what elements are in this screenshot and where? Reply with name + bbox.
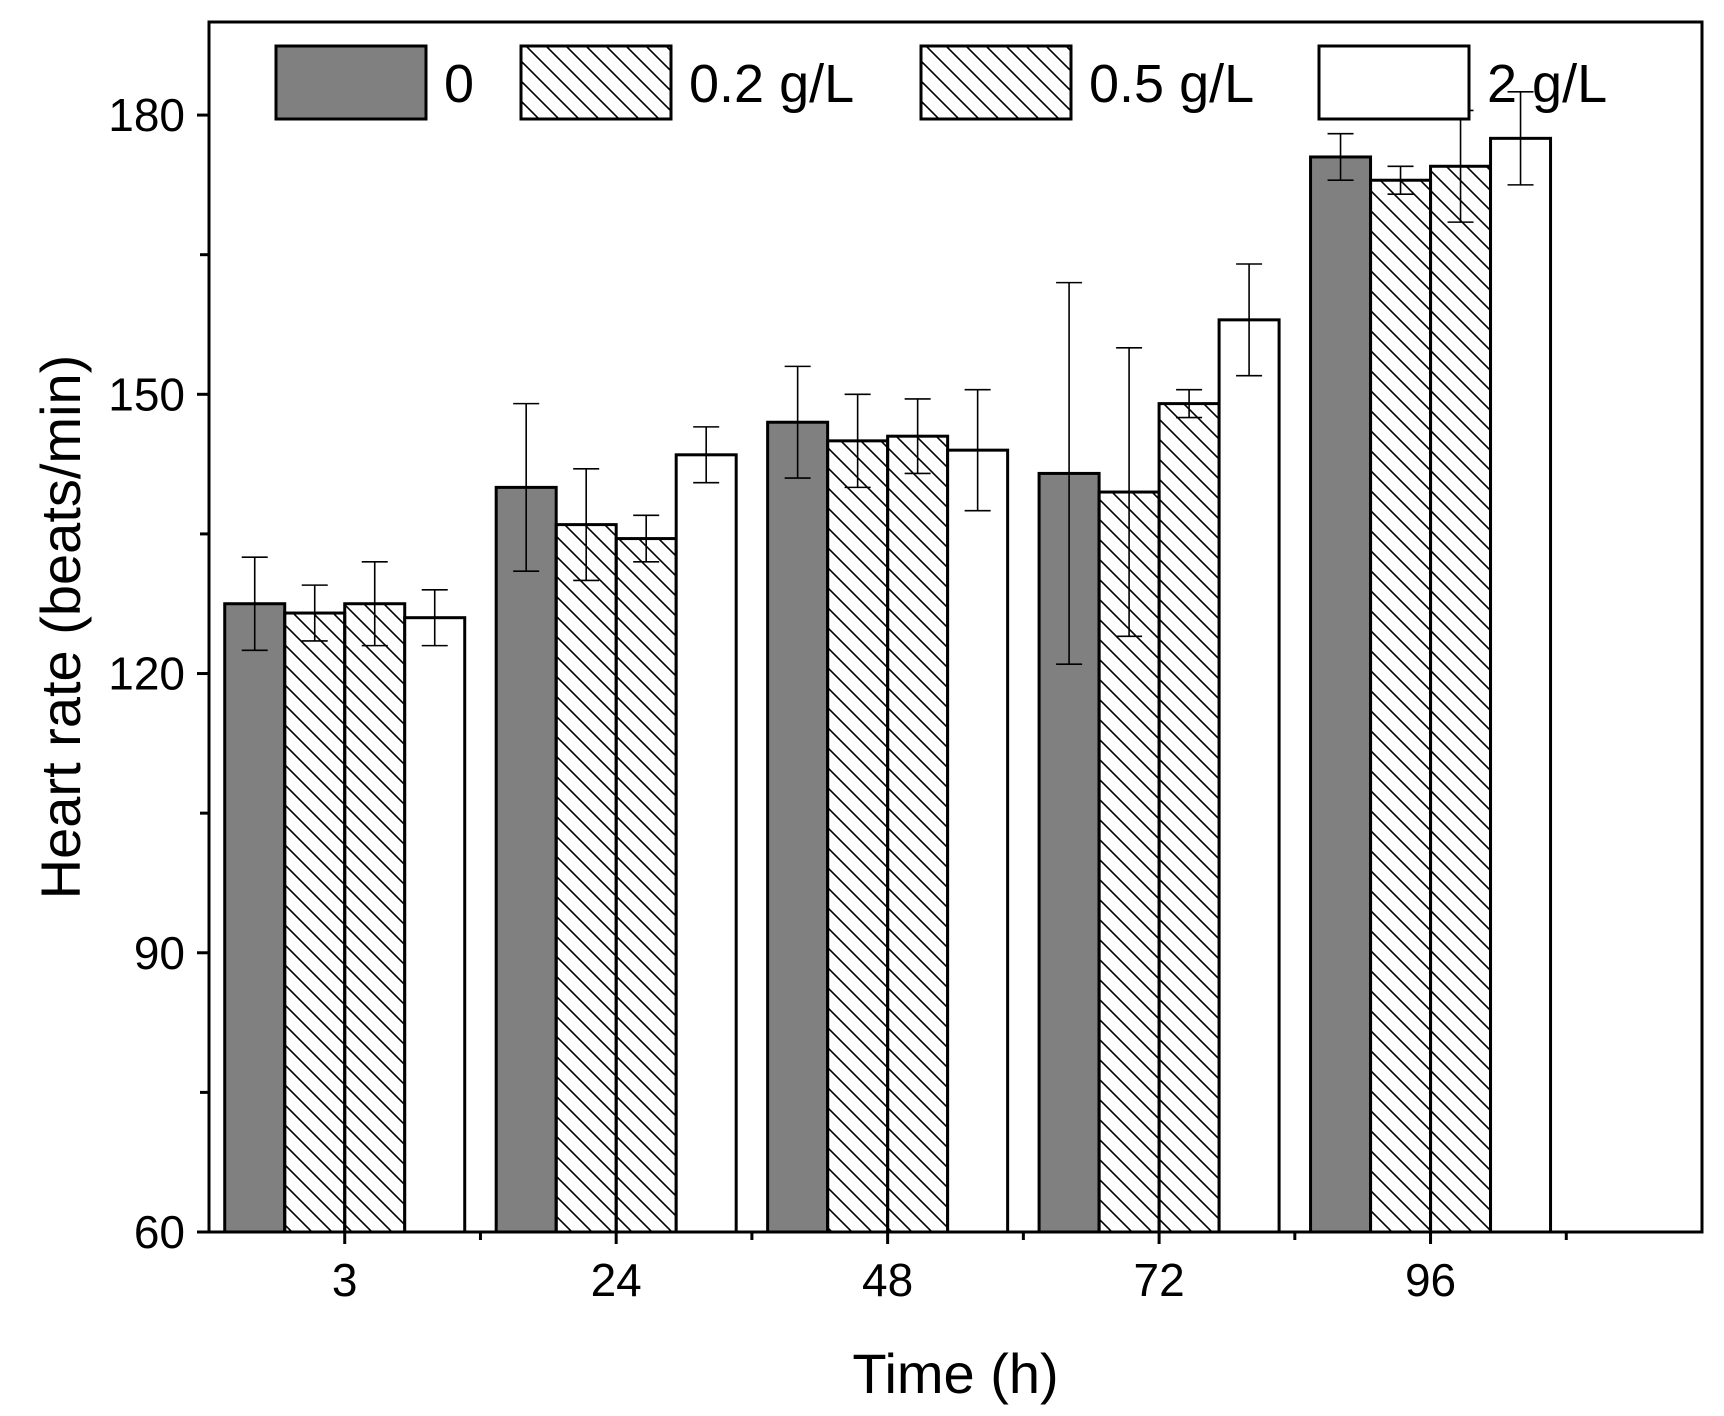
x-tick-label: 3 <box>332 1254 358 1306</box>
x-tick-label: 96 <box>1405 1254 1456 1306</box>
legend-swatch-series-3 <box>1317 44 1471 121</box>
bar-t3-series-1 <box>283 611 347 1234</box>
bar-t48-series-0 <box>766 420 830 1234</box>
y-tick-label: 180 <box>108 89 185 141</box>
x-tick-label: 48 <box>862 1254 913 1306</box>
bar-t96-series-2 <box>1429 164 1493 1234</box>
bar-t96-series-1 <box>1369 178 1433 1234</box>
bar-t24-series-3 <box>674 453 738 1234</box>
bar-t3-series-0 <box>223 602 287 1234</box>
legend-label-series-1: 0.2 g/L <box>689 54 854 114</box>
y-tick-label: 150 <box>108 368 185 420</box>
x-tick-label: 24 <box>591 1254 642 1306</box>
y-axis-title: Heart rate (beats/min) <box>29 355 92 900</box>
bar-t24-series-2 <box>614 537 678 1234</box>
bar-t48-series-2 <box>886 434 950 1234</box>
bar-t3-series-2 <box>343 602 407 1234</box>
plot-frame <box>207 20 1704 1234</box>
y-tick-label: 90 <box>134 927 185 979</box>
y-tick-label: 120 <box>108 648 185 700</box>
legend: 0 0.2 g/L 0.5 g/L 2 g/L <box>274 44 1607 121</box>
bar-t48-series-1 <box>826 439 890 1234</box>
error-bars-layer <box>241 91 1534 666</box>
y-tick-label: 60 <box>134 1206 185 1258</box>
bar-t72-series-2 <box>1157 402 1221 1234</box>
legend-swatch-series-2 <box>919 44 1073 121</box>
bar-t48-series-3 <box>946 448 1010 1234</box>
bar-t24-series-0 <box>494 485 558 1234</box>
legend-label-series-0: 0 <box>444 54 474 114</box>
bar-t24-series-1 <box>554 523 618 1234</box>
legend-swatch-series-0 <box>274 44 428 121</box>
legend-label-series-3: 2 g/L <box>1487 54 1607 114</box>
axis-ticks-layer <box>197 113 1568 1244</box>
bars-layer <box>223 136 1553 1234</box>
bar-t3-series-3 <box>403 616 467 1234</box>
legend-label-series-2: 0.5 g/L <box>1089 54 1254 114</box>
legend-swatch-series-1 <box>519 44 673 121</box>
bar-t96-series-3 <box>1489 136 1553 1234</box>
tick-labels-layer: 60 90 120 150 180 3 24 48 72 96 <box>108 89 1456 1306</box>
bar-t72-series-3 <box>1217 318 1281 1234</box>
x-tick-label: 72 <box>1134 1254 1185 1306</box>
x-axis-title: Time (h) <box>852 1342 1058 1405</box>
bar-t96-series-0 <box>1309 155 1373 1234</box>
